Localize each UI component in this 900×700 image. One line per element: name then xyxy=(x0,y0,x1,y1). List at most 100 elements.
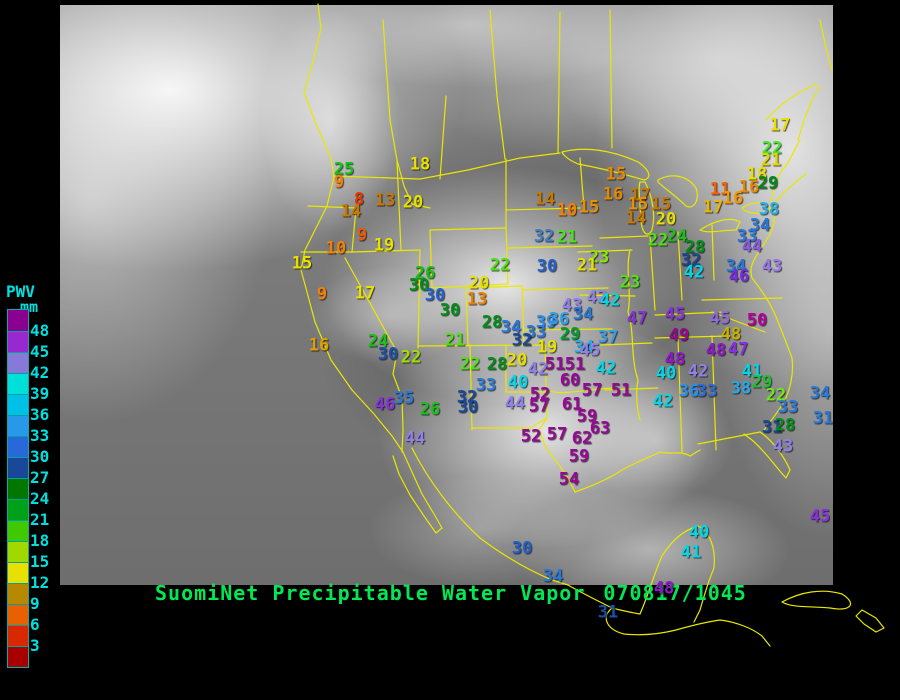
coastline-west xyxy=(300,3,443,534)
legend-color-segment xyxy=(8,310,28,331)
station-value: 28 xyxy=(481,312,503,333)
station-value: 42 xyxy=(527,359,549,380)
legend-tick-label: 15 xyxy=(30,552,50,571)
station-value: 16 xyxy=(738,177,760,198)
station-value: 38 xyxy=(758,199,780,220)
product-title: SuomiNet Precipitable Water Vapor 070817/… xyxy=(155,581,747,605)
station-value: 22 xyxy=(459,354,481,375)
station-value: 30 xyxy=(377,344,399,365)
station-value: 40 xyxy=(688,522,710,543)
station-value: 38 xyxy=(730,378,752,399)
station-value: 47 xyxy=(727,339,749,360)
station-value: 46 xyxy=(728,266,750,287)
border-canada xyxy=(333,152,561,180)
station-value: 54 xyxy=(558,469,580,490)
station-value: 34 xyxy=(500,317,522,338)
station-value: 21 xyxy=(556,227,578,248)
station-value: 9 xyxy=(356,225,368,246)
station-value: 41 xyxy=(741,361,763,382)
station-value: 46 xyxy=(374,394,396,415)
station-value: 16 xyxy=(602,184,624,205)
legend-color-segment xyxy=(8,415,28,436)
station-value: 42 xyxy=(586,287,608,308)
station-value: 17 xyxy=(702,197,724,218)
station-value: 24 xyxy=(367,331,389,352)
coastline-florida xyxy=(743,431,791,479)
station-value: 15 xyxy=(578,197,600,218)
station-value: 48 xyxy=(664,349,686,370)
station-value: 48 xyxy=(705,340,727,361)
station-value: 14 xyxy=(340,201,362,222)
station-value: 57 xyxy=(546,424,568,445)
station-value: 50 xyxy=(746,310,768,331)
legend-color-segment xyxy=(8,646,28,667)
station-value: 19 xyxy=(373,235,395,256)
station-value: 30 xyxy=(536,256,558,277)
station-value: 17 xyxy=(354,283,376,304)
station-value: 34 xyxy=(749,215,771,236)
legend-title: PWV xyxy=(6,282,35,301)
station-value: 18 xyxy=(746,164,768,185)
station-value: 16 xyxy=(308,335,330,356)
station-value: 30 xyxy=(408,275,430,296)
station-value: 59 xyxy=(576,406,598,427)
station-value: 18 xyxy=(409,154,431,175)
station-value: 61 xyxy=(561,394,583,415)
legend-color-segment xyxy=(8,625,28,646)
station-value: 40 xyxy=(655,363,677,384)
lake-superior xyxy=(561,148,650,181)
station-value: 15 xyxy=(605,164,627,185)
legend-tick-label: 12 xyxy=(30,573,50,592)
legend-tick-label: 18 xyxy=(30,531,50,550)
station-value: 20 xyxy=(402,192,424,213)
station-value: 23 xyxy=(588,247,610,268)
station-value: 13 xyxy=(374,190,396,211)
legend-tick-label: 6 xyxy=(30,615,40,634)
station-value: 37 xyxy=(597,327,619,348)
station-value: 30 xyxy=(457,397,479,418)
station-value: 52 xyxy=(520,426,542,447)
station-value: 32 xyxy=(511,330,533,351)
station-value: 51 xyxy=(564,354,586,375)
station-value: 60 xyxy=(559,370,581,391)
station-value: 25 xyxy=(333,159,355,180)
station-value: 20 xyxy=(506,350,528,371)
station-value: 22 xyxy=(647,230,669,251)
station-value: 17 xyxy=(629,185,651,206)
legend-tick-label: 39 xyxy=(30,384,50,403)
station-value: 42 xyxy=(683,262,705,283)
station-value: 26 xyxy=(414,263,436,284)
station-value: 33 xyxy=(696,381,718,402)
station-value: 51 xyxy=(610,380,632,401)
station-value: 48 xyxy=(653,578,675,599)
station-value: 30 xyxy=(439,300,461,321)
coastline-cuba xyxy=(781,590,885,633)
legend-tick-label: 24 xyxy=(30,489,50,508)
station-value: 36 xyxy=(678,381,700,402)
coastline-east xyxy=(750,139,801,431)
legend-tick-label: 9 xyxy=(30,594,40,613)
station-value: 29 xyxy=(559,324,581,345)
station-value: 26 xyxy=(419,399,441,420)
station-value: 43 xyxy=(761,256,783,277)
coastline-mexico xyxy=(567,584,771,647)
satellite-image xyxy=(60,5,833,585)
station-value: 21 xyxy=(576,255,598,276)
station-value: 31 xyxy=(597,602,619,623)
product-title-text: SuomiNet Precipitable Water Vapor xyxy=(155,581,586,605)
legend-color-segment xyxy=(8,520,28,541)
station-value: 11 xyxy=(709,179,731,200)
station-value: 20 xyxy=(655,209,677,230)
legend-tick-label: 45 xyxy=(30,342,50,361)
station-value: 24 xyxy=(666,226,688,247)
lake-erie xyxy=(699,218,741,233)
legend-color-segment xyxy=(8,436,28,457)
station-value: 41 xyxy=(680,542,702,563)
station-value: 21 xyxy=(760,150,782,171)
station-value: 42 xyxy=(595,358,617,379)
station-value: 17 xyxy=(769,115,791,136)
station-value: 20 xyxy=(468,273,490,294)
station-value: 23 xyxy=(619,272,641,293)
legend-colorbar xyxy=(7,309,29,668)
